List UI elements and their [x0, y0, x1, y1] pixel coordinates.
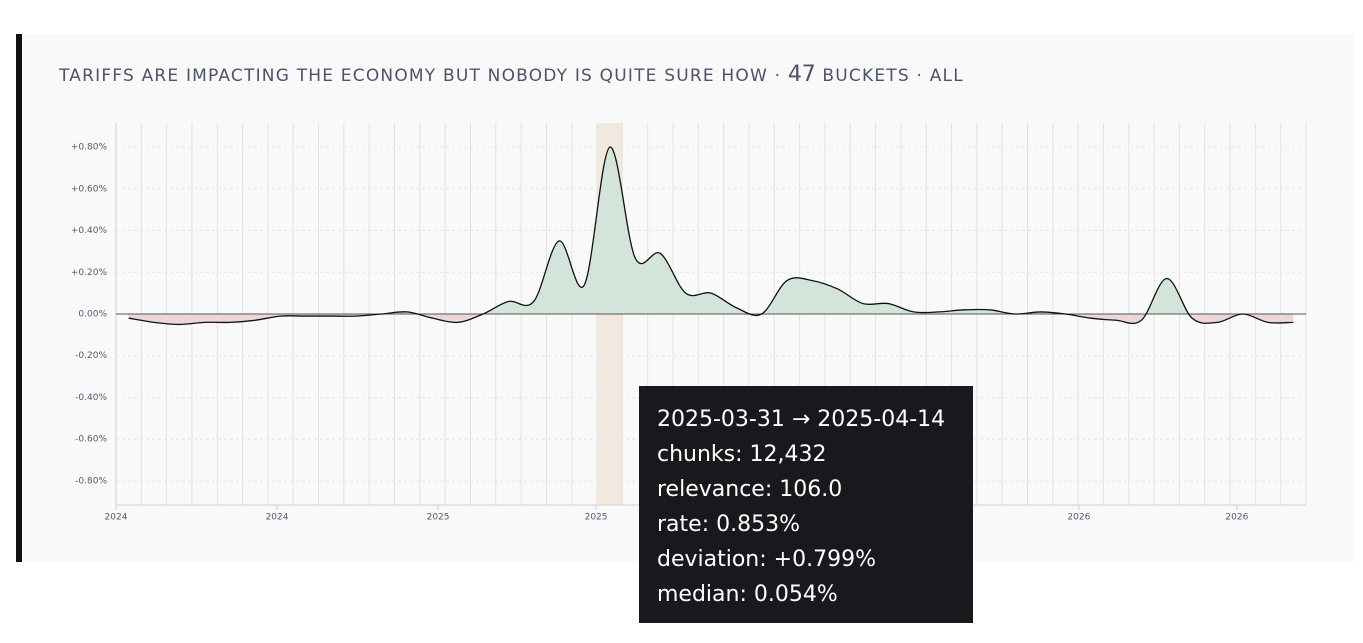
row-value: 0.853%: [716, 512, 800, 537]
bucket-label: BUCKETS: [822, 66, 910, 86]
tooltip-row: deviation: +0.799%: [657, 542, 955, 577]
bucket-count: 47: [787, 62, 816, 87]
tooltip-row: relevance: 106.0: [657, 472, 955, 507]
tooltip-row: rate: 0.853%: [657, 507, 955, 542]
tooltip-row: chunks: 12,432: [657, 437, 955, 472]
row-value: 0.054%: [753, 582, 838, 607]
separator: ·: [774, 66, 782, 86]
y-tick-label: -0.60%: [75, 435, 107, 445]
x-tick-label: 2024: [266, 513, 289, 523]
tooltip: 2025-03-31 → 2025-04-14 chunks: 12,432 r…: [639, 386, 973, 623]
panel-title: TARIFFS ARE IMPACTING THE ECONOMY BUT NO…: [59, 62, 964, 87]
y-tick-label: -0.80%: [75, 476, 107, 486]
y-tick-label: +0.20%: [71, 268, 108, 278]
row-label: chunks:: [657, 442, 743, 467]
row-label: relevance:: [657, 477, 773, 502]
x-tick-label: 2025: [427, 513, 450, 523]
line: [128, 146, 1294, 326]
row-label: median:: [657, 582, 747, 607]
tooltip-range: 2025-03-31 → 2025-04-14: [657, 407, 946, 432]
row-value: 106.0: [779, 477, 843, 502]
tooltip-row: median: 0.054%: [657, 577, 955, 612]
area-negative: [128, 314, 1294, 325]
x-tick-label: 2025: [585, 513, 608, 523]
x-tick-label: 2026: [1225, 513, 1248, 523]
x-tick-label: 2026: [1067, 513, 1090, 523]
y-tick-label: +0.60%: [71, 184, 108, 194]
row-label: rate:: [657, 512, 710, 537]
area-positive: [128, 147, 1294, 314]
y-tick-label: +0.40%: [71, 226, 108, 236]
y-tick-label: -0.20%: [75, 351, 107, 361]
y-tick-label: -0.40%: [75, 393, 107, 403]
x-tick-label: 2024: [105, 513, 128, 523]
query: TARIFFS ARE IMPACTING THE ECONOMY BUT NO…: [59, 66, 768, 86]
y-tick-label: 0.00%: [78, 310, 107, 320]
row-label: deviation:: [657, 547, 767, 572]
row-value: 12,432: [749, 442, 827, 467]
row-value: +0.799%: [773, 547, 876, 572]
separator: ·: [916, 66, 924, 86]
y-tick-label: +0.80%: [71, 143, 108, 153]
scope: ALL: [929, 66, 964, 86]
